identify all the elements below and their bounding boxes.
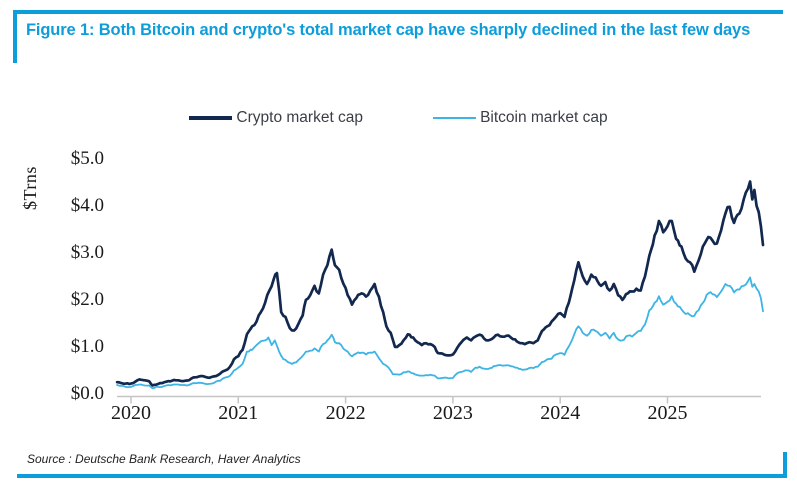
top-border-line [13,10,783,14]
series-line-bitcoin [116,276,764,390]
crypto-line-swatch-icon [189,116,233,120]
y-tick-label: $3.0 [71,242,104,263]
y-tick-label: $2.0 [71,289,104,310]
y-axis-title: $Trns [20,166,40,210]
y-tick-label: $0.0 [71,383,104,404]
source-note: Source : Deutsche Bank Research, Haver A… [27,452,301,466]
y-tick-label: $4.0 [71,195,104,216]
y-tick-label: $1.0 [71,336,104,357]
x-tick-label: 2021 [218,402,258,424]
bottom-border-line [17,474,787,478]
legend-label-bitcoin: Bitcoin market cap [480,109,608,126]
x-tick-label: 2023 [433,402,473,424]
y-tick-label: $5.0 [71,148,104,169]
legend-item-crypto: Crypto market cap [189,109,363,127]
bitcoin-line-swatch-icon [433,116,477,120]
left-bracket-line [13,10,17,63]
legend-item-bitcoin: Bitcoin market cap [433,109,608,127]
series-line-crypto [115,180,765,387]
figure-title: Figure 1: Both Bitcoin and crypto's tota… [26,21,751,39]
legend-label-crypto: Crypto market cap [236,109,364,126]
x-tick-label: 2022 [326,402,366,424]
x-tick-label: 2024 [540,402,580,424]
chart-legend: Crypto market cap Bitcoin market cap [0,109,797,127]
x-tick-label: 2020 [111,402,151,424]
right-bracket-line [783,452,787,478]
x-tick-label: 2025 [648,402,688,424]
